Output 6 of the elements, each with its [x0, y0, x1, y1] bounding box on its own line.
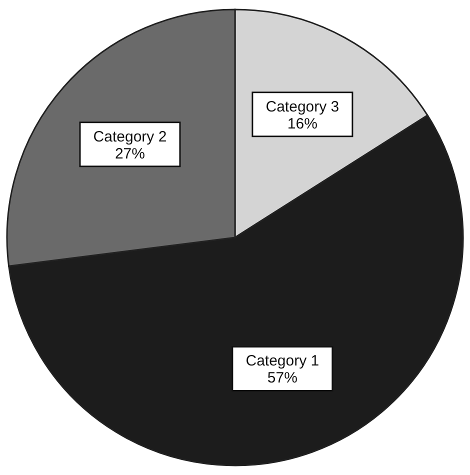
slice-label: Category 1 [246, 352, 320, 370]
data-label: 57% [267, 370, 298, 387]
slice-label: Category 2 [93, 128, 167, 146]
data-label: 27% [114, 145, 145, 162]
slice-label: Category 3 [266, 98, 340, 116]
data-label: 16% [287, 115, 318, 132]
